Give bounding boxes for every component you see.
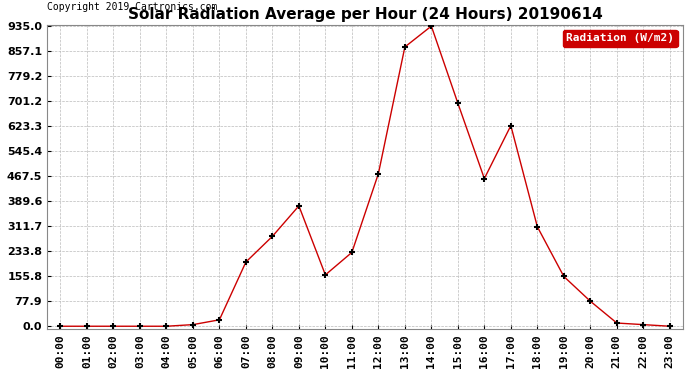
Legend: Radiation (W/m2): Radiation (W/m2): [563, 30, 678, 47]
Text: Copyright 2019 Cartronics.com: Copyright 2019 Cartronics.com: [47, 2, 217, 12]
Title: Solar Radiation Average per Hour (24 Hours) 20190614: Solar Radiation Average per Hour (24 Hou…: [128, 7, 602, 22]
